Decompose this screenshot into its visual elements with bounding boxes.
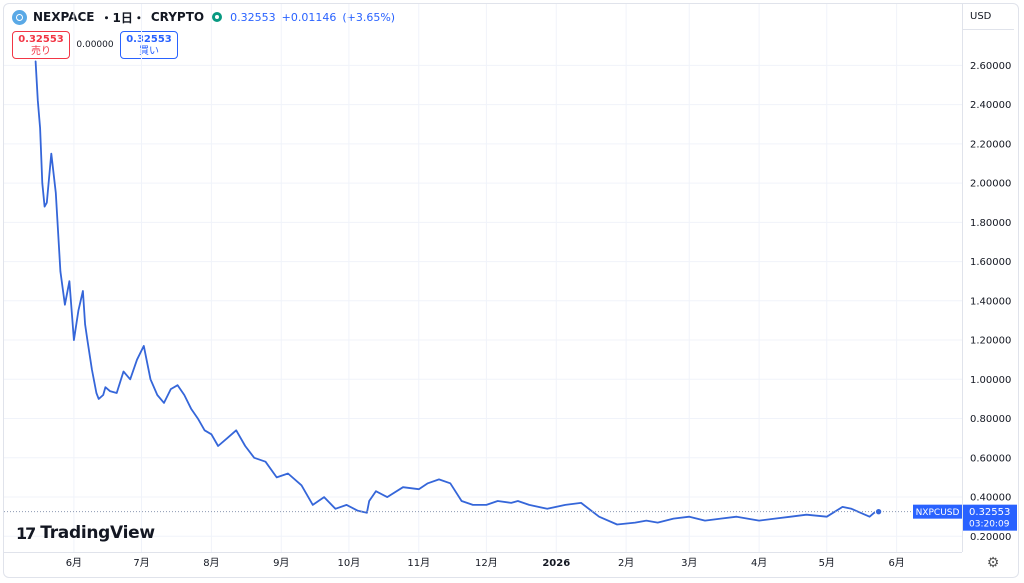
sell-price: 0.32553 (18, 34, 64, 45)
buy-price: 0.32553 (126, 34, 172, 45)
x-tick-label: 3月 (681, 557, 697, 569)
x-tick-label: 11月 (407, 557, 430, 569)
x-tick-label: 4月 (751, 557, 767, 569)
exchange-label: CRYPTO (150, 10, 205, 24)
last-price-tag-value: 0.32553 (969, 507, 1010, 518)
symbol-header[interactable]: NEXPACE ・1日・ CRYPTO 0.32553 +0.01146 (+3… (12, 8, 395, 26)
trade-buttons: 0.32553 売り 0.00000 0.32553 買い (12, 31, 178, 59)
y-tick-label: 2.00000 (970, 179, 1011, 190)
y-tick-label: 1.00000 (970, 375, 1011, 386)
last-price: 0.32553 (230, 10, 276, 24)
countdown-timer: 03:20:09 (969, 520, 1010, 530)
x-tick-label: 2月 (618, 557, 634, 569)
y-tick-label: 1.60000 (970, 257, 1011, 268)
interval-label[interactable]: ・1日・ (100, 10, 145, 25)
x-tick-label: 6月 (66, 557, 82, 569)
y-tick-label: 1.40000 (970, 296, 1011, 307)
price-series-line (34, 60, 880, 526)
y-tick-label: 2.60000 (970, 61, 1011, 72)
currency-selector[interactable]: USD (962, 4, 1014, 30)
symbol-tag-bg (913, 504, 962, 519)
price-change-percent: (+3.65%) (342, 10, 396, 24)
y-tick-label: 0.80000 (970, 414, 1011, 425)
gear-icon[interactable]: ⚙ (986, 555, 1000, 571)
sell-label: 売り (31, 46, 51, 57)
x-tick-label: 5月 (819, 557, 835, 569)
price-axis-border (962, 4, 963, 552)
x-tick-label: 7月 (133, 557, 149, 569)
y-tick-label: 0.60000 (970, 453, 1011, 464)
y-tick-label: 1.80000 (970, 218, 1011, 229)
x-tick-label: 2026 (542, 558, 570, 569)
y-tick-label: 1.20000 (970, 336, 1011, 347)
buy-label: 買い (139, 46, 159, 57)
last-price-dot (874, 507, 883, 516)
chart-frame (3, 3, 1019, 578)
time-axis-border (4, 552, 962, 553)
y-tick-label: 2.20000 (970, 139, 1011, 150)
tradingview-wordmark: TradingView (40, 523, 155, 543)
x-tick-label: 10月 (338, 557, 361, 569)
x-tick-label: 9月 (273, 557, 289, 569)
price-change: +0.01146 (281, 10, 337, 24)
nexpace-logo-icon (12, 9, 27, 25)
x-tick-label: 8月 (203, 557, 219, 569)
y-tick-label: 0.20000 (970, 532, 1011, 543)
market-status-icon[interactable] (212, 12, 223, 22)
buy-button[interactable]: 0.32553 買い (120, 31, 178, 59)
symbol-name[interactable]: NEXPACE (33, 10, 95, 24)
y-tick-label: 2.40000 (970, 100, 1011, 111)
tradingview-mark-icon: 17 (16, 523, 36, 543)
x-tick-label: 6月 (888, 557, 904, 569)
spread-value: 0.00000 (76, 40, 114, 50)
x-tick-label: 12月 (475, 557, 498, 569)
last-price-tag-bg (963, 504, 1017, 531)
symbol-tag-label: NXPCUSD (916, 508, 960, 518)
tradingview-logo[interactable]: 17 TradingView (16, 523, 155, 543)
sell-button[interactable]: 0.32553 売り (12, 31, 70, 59)
y-tick-label: 0.40000 (970, 493, 1011, 504)
